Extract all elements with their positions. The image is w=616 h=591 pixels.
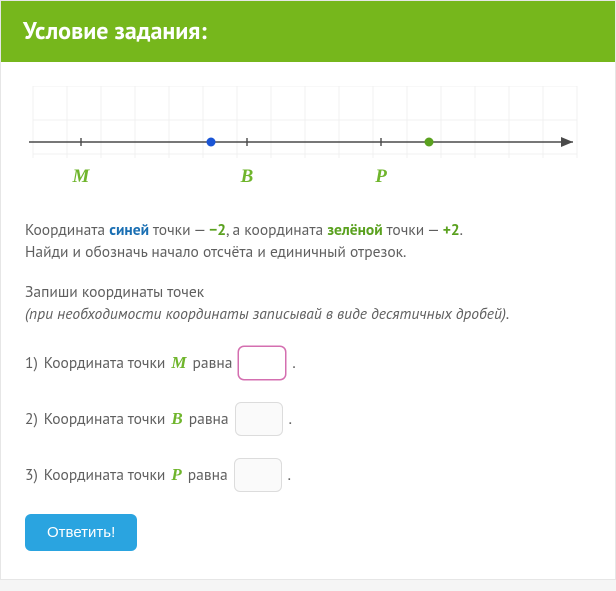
question-pre: Координата точки [44, 353, 166, 373]
question-row: 1) Координата точки M равна . [25, 346, 591, 380]
svg-text:M: M [72, 166, 91, 187]
submit-button[interactable]: Ответить! [25, 514, 137, 551]
task-card: Условие задания: M B P Координата синей то… [0, 0, 616, 580]
numberline: MBP [25, 86, 591, 201]
green-word: зелёной [327, 220, 382, 240]
question-tail: . [289, 409, 292, 429]
question-variable: P [171, 465, 181, 485]
t: Найди и обозначь начало отсчёта и единич… [25, 242, 406, 262]
problem-text: Координата синей точки — −2, а координат… [25, 219, 591, 264]
question-pre: Координата точки [44, 465, 166, 485]
answer-input[interactable] [238, 346, 286, 380]
question-row: 2) Координата точки B равна . [25, 402, 591, 436]
question-tail: . [288, 465, 291, 485]
t: . [460, 220, 463, 240]
question-post: равна [188, 465, 228, 485]
blue-word: синей [109, 220, 149, 240]
question-number: 3) [25, 465, 38, 485]
question-post: равна [189, 409, 229, 429]
svg-text:P: P [374, 166, 387, 187]
question-post: равна [193, 353, 233, 373]
question-number: 1) [25, 353, 38, 373]
question-tail: . [292, 353, 295, 373]
neg-value: −2 [209, 220, 226, 240]
question-variable: B [171, 409, 182, 429]
svg-text:B: B [240, 166, 254, 187]
answer-input[interactable] [235, 402, 283, 436]
answer-input[interactable] [234, 458, 282, 492]
header-title: Условие задания: [23, 15, 207, 46]
t: точки — [149, 220, 209, 240]
task-header: Условие задания: [1, 1, 615, 62]
t: , а координата [226, 220, 327, 240]
pos-value: +2 [443, 220, 460, 240]
t: Координата [25, 220, 109, 240]
question-variable: M [171, 353, 186, 373]
question-row: 3) Координата точки P равна . [25, 458, 591, 492]
question-number: 2) [25, 409, 38, 429]
task-body: M B P Координата синей точки — −2, а коорд… [1, 62, 615, 579]
numberline-svg: MBP [25, 86, 585, 196]
submit-label: Ответить! [47, 524, 115, 541]
question-pre: Координата точки [44, 409, 166, 429]
instruction: Запиши координаты точек [25, 282, 591, 302]
hint: (при необходимости координаты записывай … [25, 304, 591, 324]
t: точки — [383, 220, 443, 240]
